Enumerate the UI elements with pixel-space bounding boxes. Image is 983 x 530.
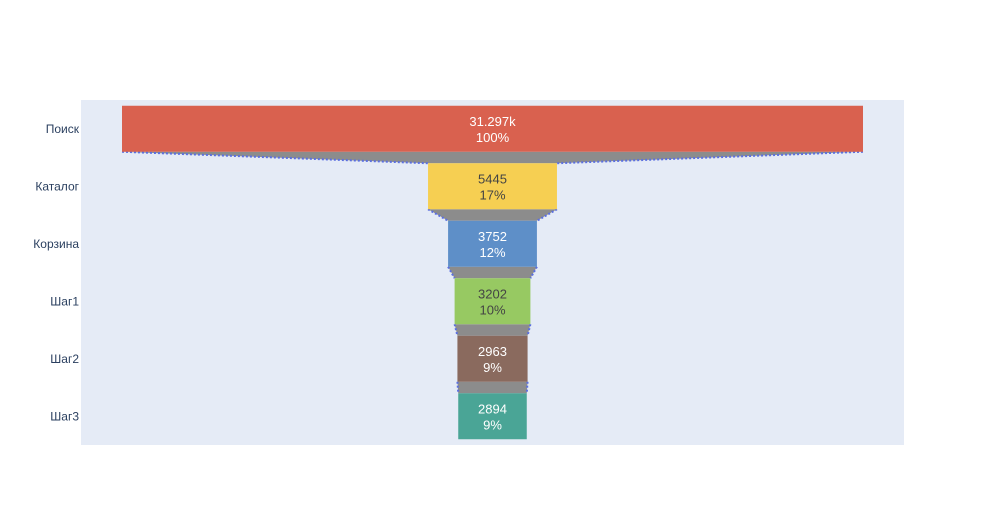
funnel-bar[interactable] bbox=[448, 220, 537, 267]
funnel-percent-label: 100% bbox=[476, 130, 510, 145]
funnel-bars bbox=[122, 105, 863, 440]
funnel-connector-2 bbox=[428, 209, 557, 221]
y-tick-label: Каталог bbox=[35, 179, 79, 193]
funnel-bar[interactable] bbox=[428, 163, 557, 210]
funnel-connector-3 bbox=[448, 266, 537, 279]
funnel-bar[interactable] bbox=[458, 393, 527, 440]
funnel-value-label: 3202 bbox=[478, 286, 507, 301]
funnel-connectors bbox=[121, 150, 864, 394]
funnel-connector-edge-4-right bbox=[526, 324, 532, 336]
funnel-percent-label: 10% bbox=[479, 302, 505, 317]
funnel-value-label: 3752 bbox=[478, 229, 507, 244]
funnel-data-labels: 31.297k100%544517%375212%320210%29639%28… bbox=[469, 114, 516, 433]
funnel-value-label: 2963 bbox=[478, 344, 507, 359]
y-axis-tick-labels: Поиск Каталог Корзина Шаг1 Шаг2 Шаг3 bbox=[33, 122, 79, 424]
funnel-value-label: 2894 bbox=[478, 401, 507, 416]
y-tick-label: Шаг1 bbox=[50, 294, 79, 308]
funnel-value-label: 5445 bbox=[478, 171, 507, 186]
funnel-connector-4 bbox=[454, 324, 531, 336]
y-tick-label: Шаг2 bbox=[50, 352, 79, 366]
funnel-connector-edge-1-right bbox=[556, 150, 864, 165]
y-tick-label: Шаг3 bbox=[50, 409, 79, 423]
funnel-percent-label: 9% bbox=[483, 417, 502, 432]
funnel-percent-label: 12% bbox=[479, 245, 505, 260]
funnel-connector-edge-5-right bbox=[525, 381, 529, 394]
y-tick-label: Корзина bbox=[33, 237, 79, 251]
y-tick-label: Поиск bbox=[46, 122, 80, 136]
funnel-bar[interactable] bbox=[457, 335, 528, 382]
funnel-bar[interactable] bbox=[122, 105, 863, 152]
funnel-connector-edge-5-left bbox=[456, 381, 460, 394]
funnel-bar[interactable] bbox=[454, 278, 531, 325]
funnel-connector-edge-1-left bbox=[121, 150, 429, 165]
funnel-percent-label: 17% bbox=[479, 187, 505, 202]
funnel-connector-edge-4-left bbox=[453, 324, 459, 336]
funnel-value-label: 31.297k bbox=[469, 114, 516, 129]
funnel-connector-5 bbox=[457, 381, 528, 394]
funnel-percent-label: 9% bbox=[483, 360, 502, 375]
funnel-connector-1 bbox=[122, 151, 863, 164]
